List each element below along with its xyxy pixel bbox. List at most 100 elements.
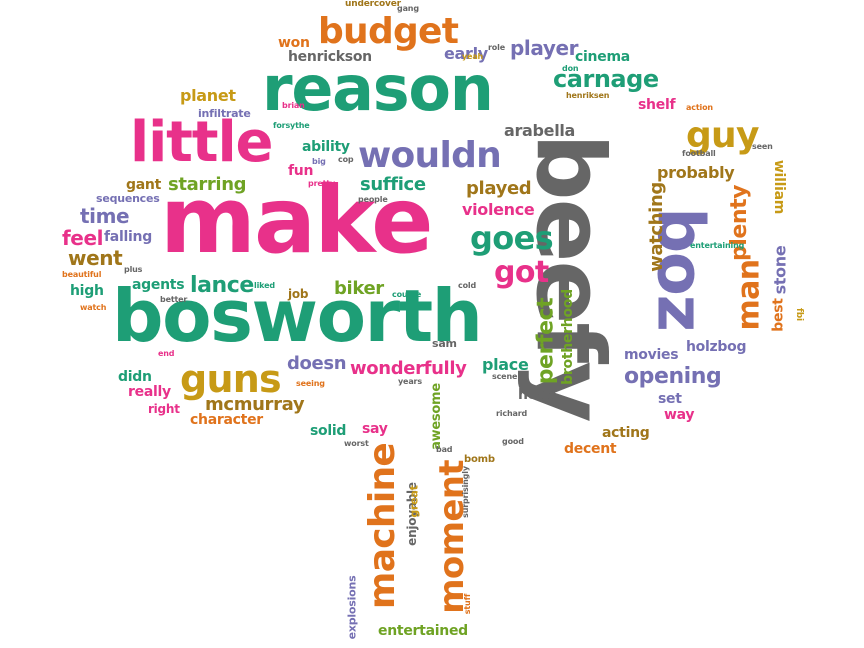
word-fbi: fbi — [793, 308, 804, 321]
word-machine: machine — [362, 442, 404, 610]
word-big: big — [312, 157, 326, 166]
word-role: role — [488, 43, 505, 52]
word-good: good — [502, 437, 524, 446]
word-got: got — [494, 255, 549, 290]
word-right: right — [148, 402, 180, 416]
word-guns: guns — [180, 357, 282, 401]
word-didn: didn — [118, 369, 152, 385]
word-player: player — [510, 36, 579, 60]
word-cinema: cinema — [575, 49, 630, 65]
word-forsythe: forsythe — [273, 121, 310, 130]
word-awesome: awesome — [428, 383, 444, 450]
word-entertained: entertained — [378, 623, 468, 639]
word-mcmurray: mcmurray — [205, 394, 305, 415]
word-lance: lance — [190, 273, 254, 298]
word-man: man — [731, 259, 767, 331]
word-end: end — [158, 349, 175, 358]
word-biker: biker — [334, 278, 384, 299]
word-don: don — [562, 64, 579, 73]
word-set: set — [658, 391, 682, 407]
word-goes: goes — [470, 219, 554, 257]
word-time: time — [80, 204, 130, 228]
word-richard: richard — [496, 409, 528, 418]
word-gang: gang — [397, 4, 419, 13]
word-worst: worst — [344, 439, 369, 448]
word-course: course — [392, 290, 422, 299]
word-stone: stone — [770, 245, 790, 295]
word-pretty: pretty — [308, 179, 336, 188]
word-starring: starring — [168, 174, 247, 195]
word-way: way — [664, 407, 695, 423]
word-decent: decent — [564, 441, 617, 457]
word-arabella: arabella — [504, 121, 575, 140]
word-henrickson: henrickson — [288, 49, 372, 65]
word-carnage: carnage — [553, 65, 659, 93]
word-bomb: bomb — [464, 454, 495, 465]
word-played: played — [466, 178, 532, 199]
word-went: went — [68, 246, 123, 270]
word-solid: solid — [310, 423, 347, 439]
word-yeah: yeah — [462, 52, 484, 61]
word-budget: budget — [318, 11, 459, 52]
word-infiltrate: infiltrate — [198, 107, 251, 120]
word-guy: guy — [686, 115, 759, 156]
word-suffice: suffice — [360, 174, 426, 195]
word-acting: acting — [602, 425, 650, 441]
word-opening: opening — [624, 364, 722, 389]
word-action: action — [686, 103, 713, 112]
word-beautiful: beautiful — [62, 270, 102, 279]
word-undercover: undercover — [345, 0, 401, 9]
word-movies: movies — [624, 347, 679, 363]
word-falling: falling — [104, 229, 152, 245]
word-little: little — [130, 110, 274, 175]
word-planet: planet — [180, 86, 236, 105]
word-shelf: shelf — [638, 97, 676, 113]
word-probably: probably — [657, 163, 735, 182]
word-scene: scene — [492, 372, 518, 381]
word-sam: sam — [432, 337, 457, 350]
word-sequences: sequences — [96, 192, 160, 205]
word-best: best — [770, 298, 787, 332]
word-better: better — [160, 295, 188, 304]
word-seen: seen — [752, 142, 773, 151]
word-feel: feel — [62, 226, 104, 250]
word-wouldn: wouldn — [358, 135, 502, 176]
word-henriksen: henriksen — [566, 91, 610, 100]
word-reason: reason — [262, 52, 494, 125]
word-william: william — [771, 159, 788, 215]
word-bad: bad — [436, 445, 453, 454]
word-violence: violence — [462, 200, 535, 219]
word-cop: cop — [338, 155, 354, 164]
word-seeing: seeing — [296, 379, 325, 388]
word-gant: gant — [126, 177, 162, 193]
word-years: years — [398, 377, 422, 386]
word-holzbog: holzbog — [686, 339, 747, 355]
word-bosworth: bosworth — [112, 274, 483, 358]
word-explosions: explosions — [345, 575, 359, 640]
word-ability: ability — [302, 139, 350, 155]
word-football: football — [682, 149, 716, 158]
word-character: character — [190, 412, 263, 428]
word-great: great — [407, 485, 421, 518]
word-head: head — [518, 387, 556, 403]
word-cold: cold — [458, 281, 477, 290]
word-early: early — [444, 44, 488, 63]
word-place: place — [482, 355, 529, 374]
word-really: really — [128, 384, 171, 400]
word-wonderfully: wonderfully — [350, 358, 467, 379]
word-brotherhood: brotherhood — [559, 289, 576, 385]
word-won: won — [278, 35, 310, 51]
word-stuff: stuff — [463, 593, 473, 615]
word-liked: liked — [254, 281, 275, 290]
word-fun: fun — [288, 163, 314, 179]
word-plus: plus — [124, 265, 143, 274]
word-surprisingly: surprisingly — [460, 466, 470, 518]
word-watch: watch — [80, 303, 107, 312]
word-people: people — [358, 195, 388, 204]
word-perfect: perfect — [533, 297, 559, 385]
word-watching: watching — [645, 182, 667, 272]
word-entertaining: entertaining — [690, 241, 745, 250]
word-brian: brian — [282, 101, 305, 110]
word-say: say — [362, 421, 388, 437]
